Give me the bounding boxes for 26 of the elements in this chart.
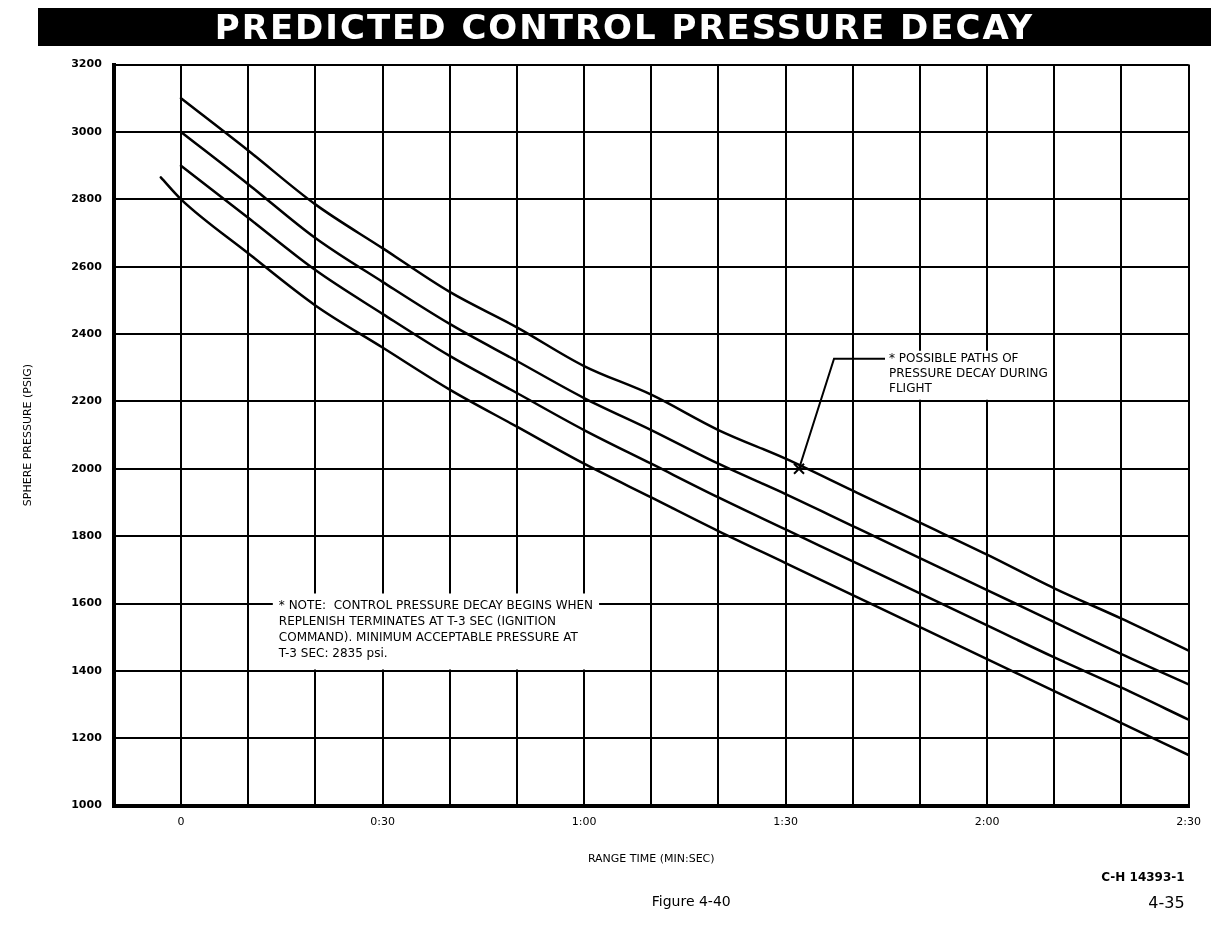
x-axis-title: RANGE TIME (MIN:SEC) bbox=[587, 852, 715, 866]
annotation: * POSSIBLE PATHS OF PRESSURE DECAY DURING FLIGHT bbox=[889, 350, 1048, 395]
y-tick-label: 3000 bbox=[71, 124, 103, 138]
y-tick-label: 3200 bbox=[71, 57, 103, 71]
y-tick-label: 2800 bbox=[71, 192, 103, 206]
text: 4-35 bbox=[1148, 893, 1185, 913]
x-tick-label: 2:00 bbox=[974, 815, 1000, 829]
y-tick-label: 1600 bbox=[71, 596, 103, 610]
y-tick-label: 2400 bbox=[71, 326, 103, 340]
y-tick-label: 1800 bbox=[71, 529, 103, 542]
x-tick-label: 0 bbox=[177, 815, 185, 829]
text: C-H 14393-1 bbox=[1101, 870, 1185, 885]
y-tick-label: 1000 bbox=[71, 798, 103, 812]
caption: Figure 4-40 bbox=[651, 892, 731, 909]
y-tick-label: 2000 bbox=[71, 461, 103, 475]
x-tick-label: 0:30 bbox=[370, 815, 395, 829]
y-tick-label: 1400 bbox=[71, 663, 103, 677]
chart-title: PREDICTED CONTROL PRESSURE DECAY bbox=[38, 7, 1211, 47]
y-tick-label: 2200 bbox=[71, 394, 103, 408]
y-tick-label: 1200 bbox=[71, 731, 103, 745]
x-tick-label: 1:30 bbox=[773, 815, 798, 829]
y-axis-title: SPHERE PRESSURE (PSIG) bbox=[21, 363, 35, 507]
y-tick-label: 2600 bbox=[71, 259, 103, 273]
x-tick-label: 2:30 bbox=[1176, 815, 1201, 829]
x-tick-label: 1:00 bbox=[571, 815, 597, 829]
annotation: * NOTE: CONTROL PRESSURE DECAY BEGINS WHEN REPLENISH TERMINATES AT T-3 SEC (IGNITION COMMAND). MINIMUM ACCEPTABLE PRESSURE AT T-3 SEC: 2835 psi. bbox=[277, 597, 594, 660]
